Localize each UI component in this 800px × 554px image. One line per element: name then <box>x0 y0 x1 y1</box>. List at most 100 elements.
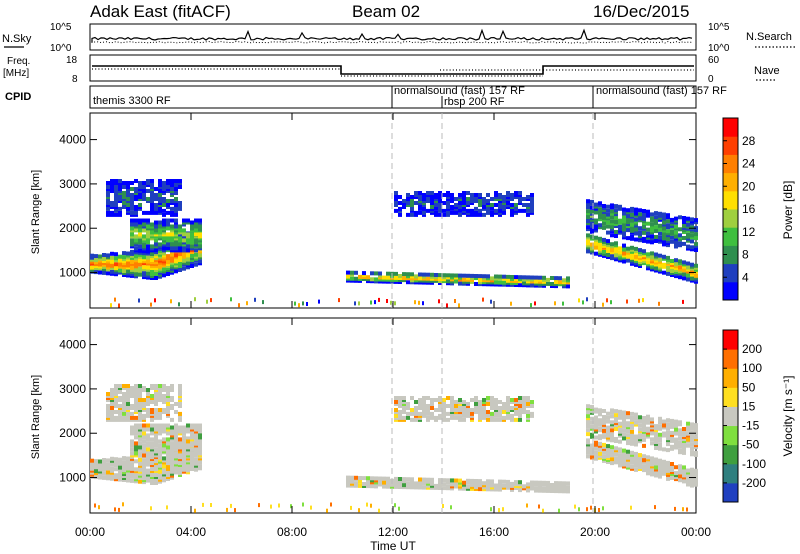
data-cell <box>162 443 166 448</box>
data-cell <box>162 394 166 398</box>
data-cell <box>338 298 340 303</box>
data-cell <box>114 193 118 197</box>
data-cell <box>302 502 304 507</box>
data-cell <box>190 254 194 258</box>
data-cell <box>494 398 498 402</box>
data-cell <box>634 467 638 472</box>
data-cell <box>614 216 618 220</box>
data-cell <box>614 413 618 418</box>
beam-title: Beam 02 <box>352 2 420 21</box>
data-cell <box>518 480 522 485</box>
data-cell <box>134 234 138 239</box>
data-cell <box>618 421 622 426</box>
data-cell <box>474 210 478 215</box>
data-cell <box>638 419 642 424</box>
data-cell <box>494 208 498 213</box>
data-cell <box>634 420 638 425</box>
data-cell <box>510 203 514 207</box>
data-cell <box>686 421 690 426</box>
data-cell <box>610 219 614 224</box>
data-cell <box>194 457 198 462</box>
data-cell <box>446 417 450 422</box>
data-cell <box>526 402 530 406</box>
data-cell <box>354 276 358 281</box>
data-cell <box>478 274 482 279</box>
data-cell <box>662 431 666 436</box>
data-cell <box>506 278 510 283</box>
data-cell <box>190 431 194 436</box>
data-cell <box>382 480 386 485</box>
data-cell <box>622 432 626 437</box>
data-cell <box>398 396 402 400</box>
data-cell <box>594 224 598 229</box>
data-cell <box>682 272 686 277</box>
data-cell <box>602 454 606 459</box>
data-cell <box>358 274 362 279</box>
data-cell <box>502 274 506 279</box>
data-cell <box>418 411 422 416</box>
data-cell <box>438 396 442 400</box>
data-cell <box>410 411 414 416</box>
data-cell <box>654 446 658 450</box>
data-cell <box>502 195 506 199</box>
data-cell <box>546 277 550 282</box>
data-cell <box>186 253 190 258</box>
data-cell <box>162 423 166 428</box>
data-cell <box>346 475 350 480</box>
y-tick-label: 1000 <box>59 471 86 485</box>
data-cell <box>510 301 512 306</box>
data-cell <box>678 275 682 280</box>
site-title: Adak East (fitACF) <box>90 2 231 21</box>
data-cell <box>386 299 388 303</box>
data-cell <box>194 447 198 452</box>
data-cell <box>598 508 600 512</box>
data-cell <box>194 508 196 513</box>
data-cell <box>686 443 690 448</box>
data-cell <box>198 423 202 428</box>
data-cell <box>586 454 590 459</box>
data-cell <box>110 255 114 260</box>
data-cell <box>162 212 166 217</box>
data-cell <box>514 206 518 211</box>
data-cell <box>454 203 458 207</box>
data-cell <box>358 508 360 513</box>
data-cell <box>466 191 470 195</box>
data-cell <box>650 456 654 461</box>
data-cell <box>442 208 446 213</box>
data-cell <box>502 402 506 406</box>
data-cell <box>674 230 678 235</box>
data-cell <box>122 411 126 416</box>
data-cell <box>478 487 482 492</box>
data-cell <box>594 435 598 440</box>
data-cell <box>654 465 658 470</box>
data-cell <box>590 209 594 214</box>
data-cell <box>550 282 554 286</box>
data-cell <box>586 225 590 230</box>
data-cell <box>114 404 118 408</box>
data-cell <box>618 439 622 444</box>
data-cell <box>654 215 658 220</box>
data-cell <box>662 459 666 464</box>
data-cell <box>666 418 670 423</box>
data-cell <box>130 193 134 197</box>
data-cell <box>410 212 414 217</box>
data-cell <box>686 476 690 481</box>
data-cell <box>486 193 490 197</box>
data-cell <box>126 394 130 398</box>
data-cell <box>146 402 150 406</box>
data-cell <box>182 228 186 233</box>
data-cell <box>486 417 490 422</box>
data-cell <box>146 244 150 249</box>
data-cell <box>150 506 152 511</box>
data-cell <box>182 425 186 430</box>
data-cell <box>462 413 466 418</box>
data-cell <box>662 447 666 452</box>
data-cell <box>366 476 370 481</box>
data-cell <box>610 203 614 208</box>
data-cell <box>662 423 666 428</box>
data-cell <box>658 432 662 437</box>
data-cell <box>670 229 674 234</box>
data-cell <box>146 210 150 215</box>
data-cell <box>178 234 182 239</box>
data-cell <box>478 193 482 197</box>
